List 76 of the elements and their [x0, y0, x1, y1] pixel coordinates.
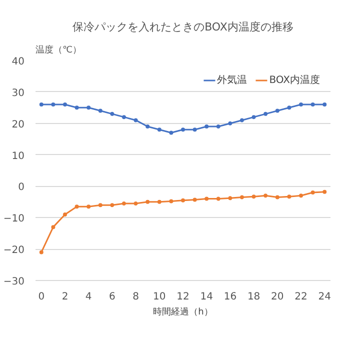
- y-tick-label: −20: [3, 245, 25, 256]
- point: [204, 124, 209, 128]
- point: [86, 106, 91, 110]
- point: [157, 128, 162, 132]
- point: [39, 250, 44, 254]
- point: [216, 196, 220, 201]
- point: [122, 115, 126, 120]
- point: [322, 190, 327, 194]
- point: [240, 118, 244, 122]
- point: [204, 196, 209, 201]
- legend-label: 外気温: [217, 74, 248, 87]
- legend-label: BOX内温度: [269, 74, 320, 87]
- point: [275, 195, 280, 200]
- y-tick-label: 20: [12, 119, 25, 130]
- point: [134, 118, 138, 122]
- point: [216, 124, 220, 128]
- point: [146, 124, 150, 128]
- point: [134, 202, 138, 206]
- point: [39, 102, 44, 106]
- point: [299, 194, 303, 198]
- point: [74, 106, 79, 110]
- x-axis-title: 時間経過（h）: [153, 306, 213, 318]
- point: [310, 102, 315, 106]
- point: [63, 212, 67, 216]
- point: [157, 200, 162, 204]
- point: [192, 128, 197, 132]
- y-tick-label: 0: [18, 182, 25, 194]
- y-tick-label: 30: [12, 88, 25, 99]
- point: [169, 130, 174, 135]
- x-tick-label: 14: [200, 292, 213, 302]
- y-tick-label: 10: [12, 150, 25, 162]
- x-tick-label: 2: [62, 292, 68, 302]
- chart-title: 保冷パックを入れたときのBOX内温度の推移: [72, 20, 294, 34]
- x-tick-label: 12: [176, 292, 190, 302]
- point: [110, 203, 114, 208]
- y-tick-label: −30: [3, 276, 25, 288]
- x-tick-label: 8: [132, 292, 139, 302]
- x-tick-label: 24: [318, 292, 331, 302]
- point: [169, 199, 174, 204]
- point: [110, 112, 114, 116]
- point: [287, 106, 292, 110]
- x-tick-label: 18: [247, 292, 260, 302]
- point: [51, 102, 56, 106]
- y-axis-title: 温度（℃）: [36, 44, 82, 56]
- point: [228, 121, 232, 126]
- point: [310, 190, 315, 194]
- y-tick-label: −10: [3, 214, 25, 225]
- point: [252, 115, 256, 120]
- x-tick-label: 22: [294, 292, 308, 302]
- point: [181, 128, 185, 132]
- point: [252, 194, 256, 199]
- point: [240, 195, 244, 200]
- point: [264, 194, 268, 198]
- x-tick-label: 20: [271, 292, 284, 302]
- point: [322, 102, 327, 106]
- x-tick-label: 10: [153, 292, 166, 302]
- x-tick-label: 6: [109, 292, 116, 302]
- point: [86, 204, 91, 209]
- point: [74, 204, 79, 209]
- point: [287, 194, 292, 199]
- point: [299, 102, 303, 106]
- point: [146, 200, 150, 204]
- point: [98, 203, 102, 208]
- point: [275, 108, 280, 113]
- x-tick-label: 16: [224, 292, 237, 302]
- point: [122, 202, 126, 206]
- x-tick-label: 4: [85, 292, 92, 302]
- x-tick-label: 0: [38, 292, 45, 302]
- point: [98, 108, 102, 113]
- y-tick-label: 40: [12, 56, 25, 68]
- point: [63, 102, 67, 106]
- point: [264, 112, 268, 116]
- point: [181, 198, 185, 202]
- point: [51, 225, 56, 230]
- point: [228, 196, 232, 200]
- point: [192, 198, 197, 202]
